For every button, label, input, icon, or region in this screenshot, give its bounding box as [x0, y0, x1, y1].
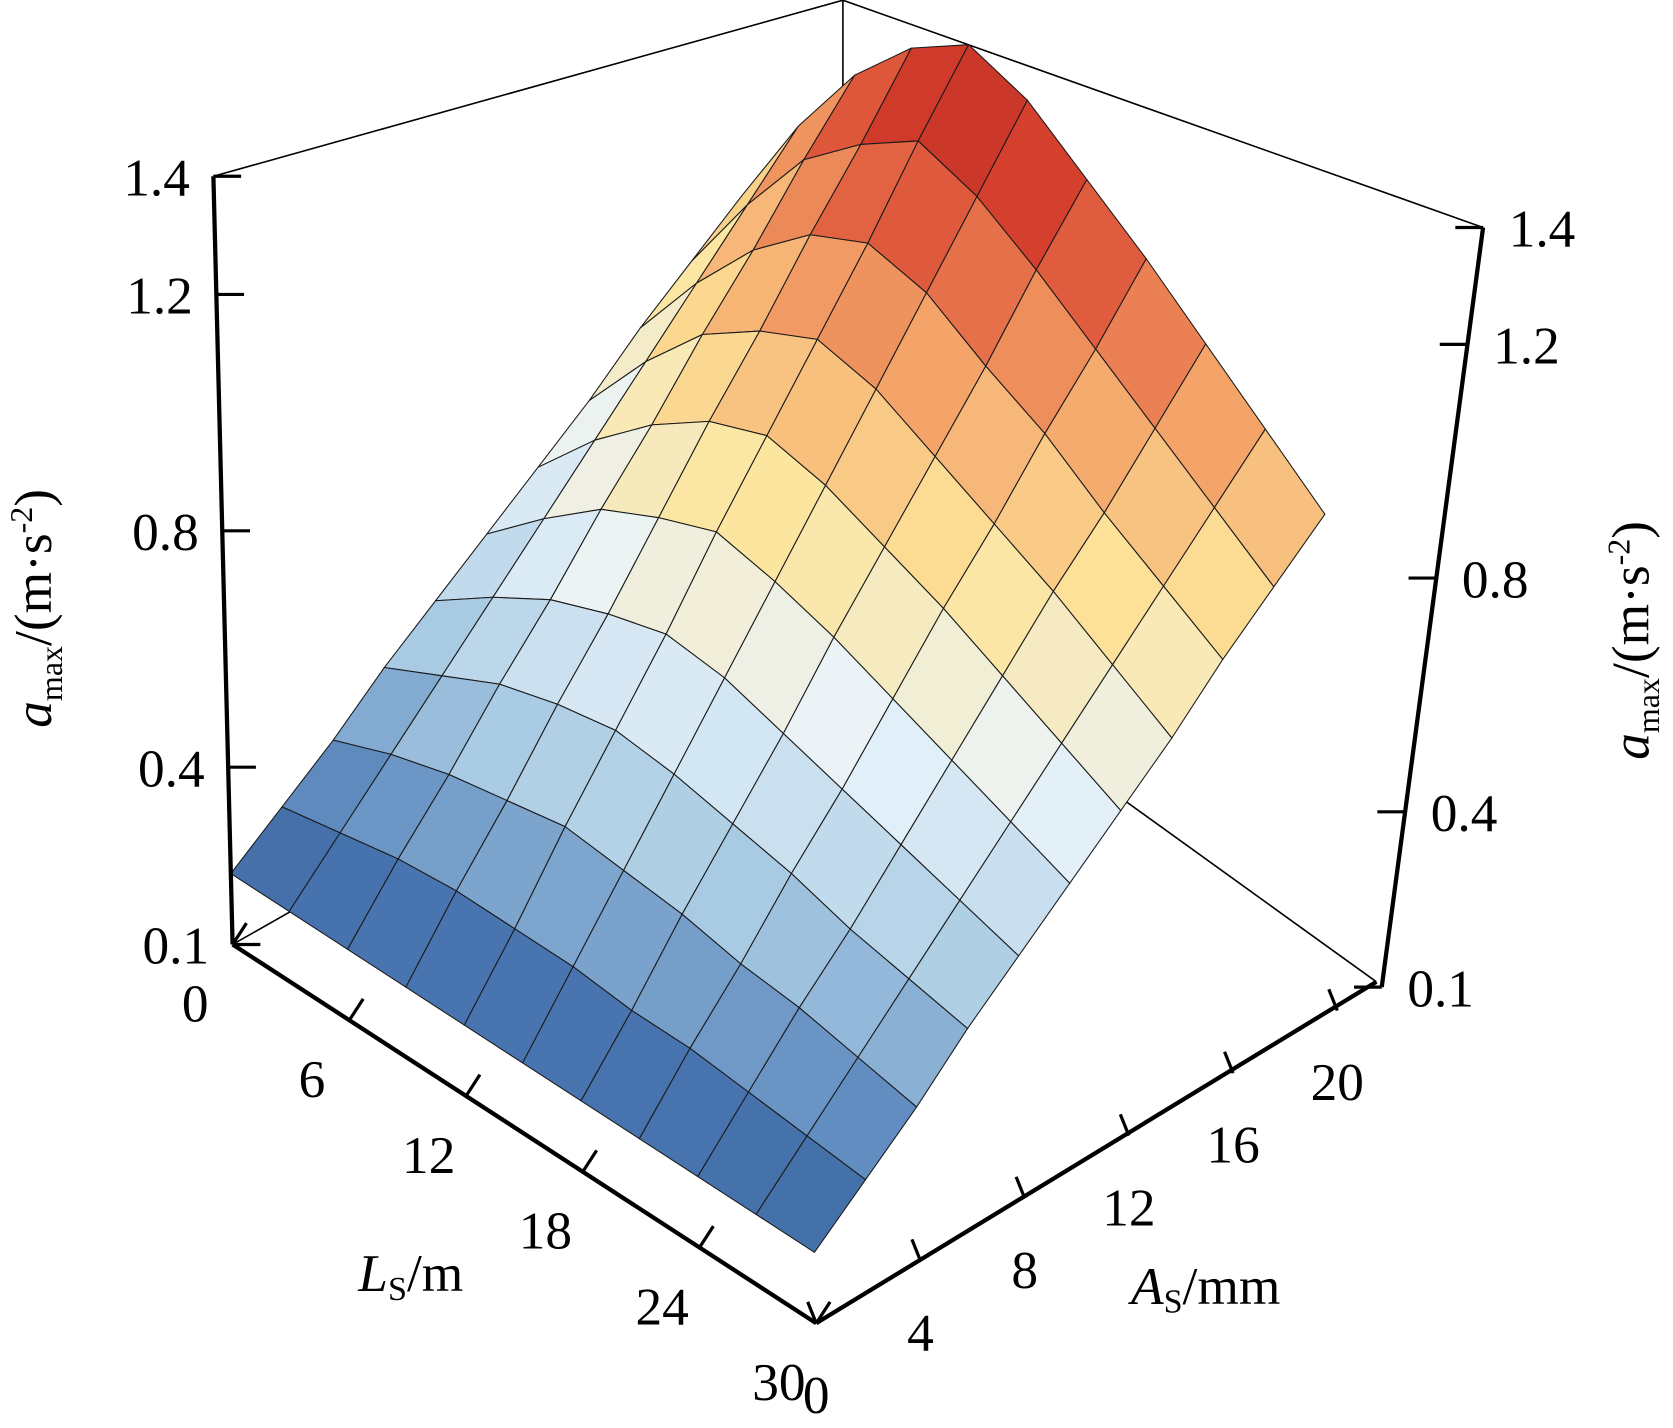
z-tick-label-right: 1.4	[1509, 199, 1576, 259]
box-edge	[842, 0, 1484, 229]
x-axis-label: LS/m	[357, 1243, 463, 1308]
x-tick	[347, 998, 365, 1022]
z-axis-label-left: amax/(m·s-2)	[3, 489, 69, 728]
x-tick-label: 6	[299, 1049, 326, 1109]
x-label-part: /m	[407, 1243, 463, 1303]
z-label-part: max	[1630, 678, 1666, 733]
z-axis-right	[1379, 227, 1486, 988]
y-tick	[1327, 988, 1339, 1012]
z-label-part: )	[3, 489, 63, 507]
y-tick	[1223, 1051, 1235, 1074]
y-label-part: A	[1128, 1256, 1164, 1316]
y-tick-label: 16	[1206, 1115, 1259, 1175]
z-tick-label-left: 1.2	[126, 266, 193, 326]
x-tick-label: 18	[519, 1201, 572, 1261]
z-tick-label-right: 0.4	[1431, 783, 1498, 843]
z-tick-label-left: 0.1	[142, 916, 209, 976]
y-axis	[815, 979, 1378, 1326]
z-label-part: a	[1600, 733, 1660, 760]
y-label-part: S	[1164, 1284, 1183, 1321]
x-tick-label: 30	[752, 1352, 805, 1412]
z-axis-left	[211, 176, 235, 945]
x-tick-label: 24	[635, 1276, 688, 1336]
x-tick	[698, 1225, 715, 1249]
z-tick-label-right: 0.8	[1462, 549, 1529, 609]
z-tick-label-right: 0.1	[1407, 958, 1474, 1018]
y-tick	[910, 1238, 922, 1262]
x-tick	[231, 922, 248, 946]
z-label-part: max	[33, 646, 69, 701]
x-axis	[231, 942, 818, 1326]
surface-patch	[755, 1135, 867, 1253]
y-tick-label: 12	[1102, 1177, 1155, 1237]
axes	[211, 174, 1486, 1326]
y-axis-label: AS/mm	[1128, 1256, 1280, 1321]
x-tick	[464, 1073, 482, 1097]
x-tick-label: 0	[182, 973, 209, 1033]
z-label-part: -2	[3, 507, 39, 534]
x-tick	[814, 1301, 832, 1325]
x-label-part: S	[388, 1271, 407, 1308]
x-label-part: L	[357, 1243, 388, 1303]
z-label-part: a	[3, 701, 63, 728]
z-axis-label-right: amax/(m·s-2)	[1600, 521, 1666, 760]
y-tick-label: 20	[1311, 1052, 1364, 1112]
z-label-part: -2	[1600, 539, 1636, 566]
y-tick	[806, 1301, 818, 1324]
box-edge	[213, 0, 844, 178]
y-tick-label: 8	[1011, 1240, 1038, 1300]
z-label-part: )	[1600, 521, 1660, 539]
y-label-part: /mm	[1183, 1256, 1281, 1316]
z-tick-label-right: 1.2	[1493, 316, 1560, 376]
z-label-part: /(m·s	[3, 533, 63, 646]
z-label-part: /(m·s	[1600, 565, 1660, 678]
x-tick	[581, 1149, 598, 1173]
y-tick-label: 0	[803, 1365, 830, 1425]
x-tick-label: 12	[402, 1125, 455, 1185]
y-tick	[1118, 1113, 1131, 1137]
z-tick-label-left: 1.4	[123, 147, 190, 207]
z-tick-label-left: 0.8	[132, 502, 199, 562]
y-tick-label: 4	[907, 1302, 934, 1362]
surface	[230, 44, 1326, 1253]
z-tick-label-left: 0.4	[138, 738, 205, 798]
y-tick	[1014, 1176, 1027, 1199]
